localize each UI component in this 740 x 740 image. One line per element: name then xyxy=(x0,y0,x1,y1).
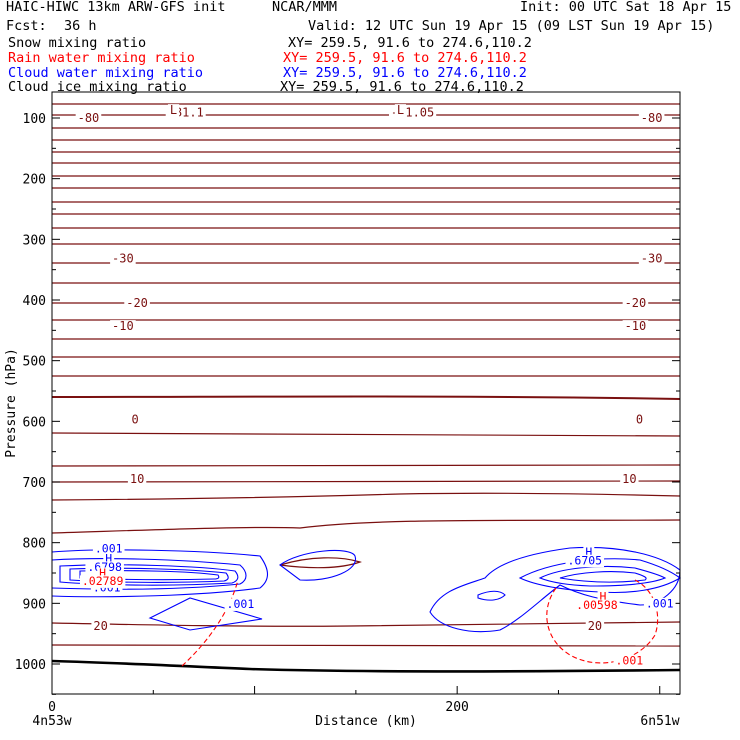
isotherm-label: 10 xyxy=(622,472,636,486)
isotherm-label: 20 xyxy=(93,619,107,633)
isotherm-label-bg xyxy=(110,252,136,266)
isotherm-label-bg xyxy=(127,472,147,486)
isotherm-label: -20 xyxy=(625,296,647,310)
x-axis-label: Distance (km) xyxy=(315,714,417,729)
cloud-water-label-bg xyxy=(583,546,595,559)
surface-boundary xyxy=(51,659,681,673)
y-axis-label: Pressure (hPa) xyxy=(4,348,19,458)
isotherm-extremum: L xyxy=(397,103,404,117)
forecast-label: Fcst: xyxy=(6,18,47,34)
y-tick-label: 800 xyxy=(23,537,46,552)
x-endpoint-start: 4n53w xyxy=(32,714,71,729)
isotherm-extremum: L xyxy=(170,103,177,117)
cloud-water-label: .001 xyxy=(646,596,674,610)
isotherm-label: -20 xyxy=(126,296,148,310)
field-xy-cloud-ice: XY= 259.5, 91.6 to 274.6,110.2 xyxy=(280,79,524,95)
x-tick-label: 0 xyxy=(48,700,56,715)
rain-water-label-bg xyxy=(97,567,109,580)
isotherm-label-bg xyxy=(75,112,102,125)
y-tick-label: 600 xyxy=(23,415,46,430)
cloud-water-label-bg xyxy=(92,543,125,556)
rain-water-label: .001 xyxy=(616,653,644,667)
isotherm-label-bg xyxy=(622,297,649,311)
y-tick-label: 300 xyxy=(23,233,46,248)
y-tick-label: 900 xyxy=(23,597,46,612)
field-name-snow: Snow mixing ratio xyxy=(8,35,147,51)
isotherm-extremum-bg xyxy=(167,104,180,118)
isotherm-label-bg xyxy=(129,413,141,427)
cloud-water-label-bg xyxy=(565,554,605,568)
rain-water-label: .02789 xyxy=(82,574,124,588)
isotherm-label: -10 xyxy=(112,319,134,333)
isotherm-label: 20 xyxy=(588,619,602,633)
isotherm-label-bg xyxy=(633,413,646,427)
field-name-rain: Rain water mixing ratio xyxy=(8,50,195,66)
isotherm-extremum-bg xyxy=(394,104,407,118)
rain-water-label: H xyxy=(99,566,106,580)
isotherm-label-bg xyxy=(622,320,649,334)
isotherm-label-bg xyxy=(620,472,639,486)
isotherm-label: -10 xyxy=(625,319,647,333)
valid-time: Valid: 12 UTC Sun 19 Apr 15 (09 LST Sun … xyxy=(308,18,715,34)
y-tick-label: 200 xyxy=(23,173,46,188)
rain-water-label-bg xyxy=(574,599,620,613)
isotherm-label: -30 xyxy=(112,252,134,266)
cloud-water-label: .6705 xyxy=(567,553,602,567)
cloud-water-label: .001 xyxy=(227,597,255,611)
cloud-water-label: .6798 xyxy=(87,560,122,574)
cloud-water-label-bg xyxy=(224,598,257,611)
y-tick-label: 500 xyxy=(23,355,46,370)
cloud-water-label: .001 xyxy=(95,542,123,556)
field-name-cloud-ice: Cloud ice mixing ratio xyxy=(8,79,187,95)
temperature-isotherms xyxy=(51,103,681,648)
isotherm-label-bg xyxy=(124,297,150,311)
forecast-hours: 36 h xyxy=(64,18,97,34)
org-label: NCAR/MMM xyxy=(272,0,338,15)
isotherm-label-bg xyxy=(585,619,605,633)
cloud-water-label-bg xyxy=(643,597,676,611)
isotherm-label: -80 xyxy=(78,111,100,125)
cloud-water-label: H xyxy=(585,545,592,559)
rain-water-label: H xyxy=(600,590,607,604)
y-tick-label: 700 xyxy=(23,476,46,491)
isotherm-label: -80 xyxy=(641,111,663,125)
isotherm-label: -30 xyxy=(641,252,663,266)
y-tick-label: 1000 xyxy=(15,658,46,673)
x-endpoint-end: 6n51w xyxy=(640,714,679,729)
x-tick-label: 200 xyxy=(445,700,468,715)
plot-axes xyxy=(51,91,681,695)
cloud-water-label-bg xyxy=(103,552,115,566)
isotherm-label: 0 xyxy=(636,413,643,427)
field-xy-rain: XY= 259.5, 91.6 to 274.6,110.2 xyxy=(283,50,527,66)
rain-water-label-bg xyxy=(613,654,646,668)
isotherm-label-bg xyxy=(110,320,136,334)
cloud-water-label: H xyxy=(105,551,112,565)
isotherm-label: 10 xyxy=(130,472,144,486)
init-time: Init: 00 UTC Sat 18 Apr 15 xyxy=(520,0,732,15)
field-name-cloud-water: Cloud water mixing ratio xyxy=(8,65,204,81)
isotherm-label: 0 xyxy=(131,413,138,427)
isotherm-label-bg xyxy=(638,252,665,266)
model-title: HAIC-HIWC 13km ARW-GFS init xyxy=(6,0,226,15)
rain-water-label-bg xyxy=(79,575,126,588)
y-tick-label: 400 xyxy=(23,294,46,309)
rain-water-label-bg xyxy=(597,591,609,604)
field-xy-cloud-water: XY= 259.5, 91.6 to 274.6,110.2 xyxy=(283,65,527,81)
isotherm-label-bg xyxy=(91,619,110,633)
isotherm-label-bg xyxy=(638,112,665,125)
y-tick-label: 100 xyxy=(23,112,46,127)
field-xy-snow: XY= 259.5, 91.6 to 274.6,110.2 xyxy=(288,35,532,51)
rain-water-label: .00598 xyxy=(576,598,618,612)
plot-frame xyxy=(51,91,681,695)
